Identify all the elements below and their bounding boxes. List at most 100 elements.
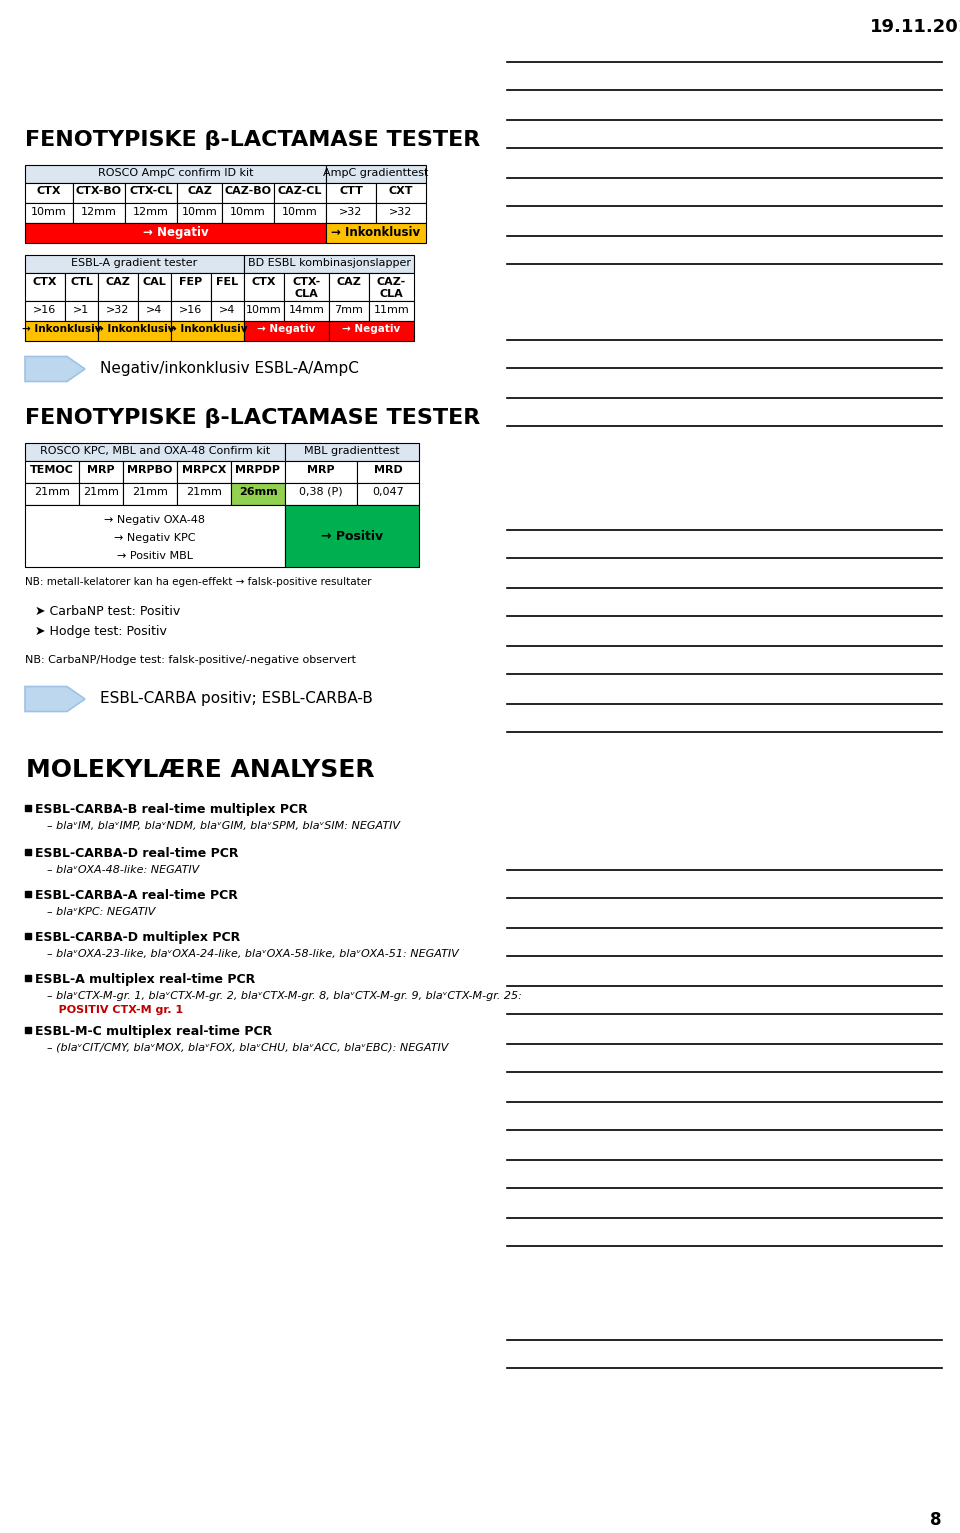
Text: NB: metall-kelatorer kan ha egen-effekt → falsk-positive resultater: NB: metall-kelatorer kan ha egen-effekt … bbox=[25, 576, 372, 587]
Bar bbox=[244, 300, 284, 320]
Text: ESBL-CARBA-A real-time PCR: ESBL-CARBA-A real-time PCR bbox=[35, 889, 238, 901]
Text: 7mm: 7mm bbox=[335, 305, 364, 314]
Text: ESBL-A multiplex real-time PCR: ESBL-A multiplex real-time PCR bbox=[35, 973, 255, 986]
Text: >1: >1 bbox=[73, 305, 89, 314]
Bar bbox=[285, 504, 419, 567]
Bar bbox=[222, 182, 274, 202]
Text: MRP: MRP bbox=[307, 464, 335, 475]
Text: → Negativ: → Negativ bbox=[143, 225, 208, 239]
Text: CTT: CTT bbox=[339, 185, 363, 196]
Bar bbox=[326, 222, 426, 244]
Text: 0,047: 0,047 bbox=[372, 487, 404, 497]
Bar bbox=[329, 320, 414, 340]
Text: ESBL-M-C multiplex real-time PCR: ESBL-M-C multiplex real-time PCR bbox=[35, 1026, 273, 1038]
Text: → Negativ: → Negativ bbox=[343, 323, 400, 334]
Text: – blaᵛOXA-48-like: NEGATIV: – blaᵛOXA-48-like: NEGATIV bbox=[47, 865, 200, 875]
Bar bbox=[177, 182, 222, 202]
Bar bbox=[65, 273, 98, 300]
Text: 19.11.2014: 19.11.2014 bbox=[870, 18, 960, 35]
Bar bbox=[284, 300, 329, 320]
Bar bbox=[171, 300, 211, 320]
Bar bbox=[222, 202, 274, 222]
Text: MRPDP: MRPDP bbox=[235, 464, 280, 475]
Text: CTX: CTX bbox=[33, 277, 58, 287]
Text: FENOTYPISKE β-LACTAMASE TESTER: FENOTYPISKE β-LACTAMASE TESTER bbox=[25, 130, 480, 150]
Text: – blaᵛCTX-M-gr. 1, blaᵛCTX-M-gr. 2, blaᵛCTX-M-gr. 8, blaᵛCTX-M-gr. 9, blaᵛCTX-M-: – blaᵛCTX-M-gr. 1, blaᵛCTX-M-gr. 2, blaᵛ… bbox=[47, 990, 525, 1001]
Text: CTX-BO: CTX-BO bbox=[76, 185, 122, 196]
Bar bbox=[25, 182, 73, 202]
Text: >16: >16 bbox=[180, 305, 203, 314]
Text: 21mm: 21mm bbox=[186, 487, 222, 497]
Text: ESBL-CARBA positiv; ESBL-CARBA-B: ESBL-CARBA positiv; ESBL-CARBA-B bbox=[100, 690, 372, 705]
Text: – (blaᵛCIT/CMY, blaᵛMOX, blaᵛFOX, blaᵛCHU, blaᵛACC, blaᵛEBC): NEGATIV: – (blaᵛCIT/CMY, blaᵛMOX, blaᵛFOX, blaᵛCH… bbox=[47, 1042, 448, 1053]
Text: POSITIV CTX-M gr. 1: POSITIV CTX-M gr. 1 bbox=[47, 1006, 183, 1015]
Bar bbox=[326, 166, 426, 182]
Bar bbox=[231, 461, 285, 483]
Bar bbox=[285, 483, 357, 504]
Bar bbox=[73, 202, 125, 222]
Text: ➤ Hodge test: Positiv: ➤ Hodge test: Positiv bbox=[35, 625, 167, 638]
Text: ESBL-CARBA-B real-time multiplex PCR: ESBL-CARBA-B real-time multiplex PCR bbox=[35, 803, 308, 816]
Text: → Inkonklusiv: → Inkonklusiv bbox=[331, 225, 420, 239]
Bar bbox=[25, 254, 244, 273]
Bar bbox=[138, 300, 171, 320]
Text: 10mm: 10mm bbox=[230, 207, 266, 218]
Text: 21mm: 21mm bbox=[132, 487, 168, 497]
Text: – blaᵛOXA-23-like, blaᵛOXA-24-like, blaᵛOXA-58-like, blaᵛOXA-51: NEGATIV: – blaᵛOXA-23-like, blaᵛOXA-24-like, blaᵛ… bbox=[47, 949, 459, 960]
Text: ➤ CarbaNP test: Positiv: ➤ CarbaNP test: Positiv bbox=[35, 606, 180, 618]
Bar bbox=[123, 483, 177, 504]
Bar bbox=[244, 254, 414, 273]
Text: >16: >16 bbox=[34, 305, 57, 314]
Bar bbox=[25, 222, 326, 244]
Text: NB: CarbaNP/Hodge test: falsk-positive/-negative observert: NB: CarbaNP/Hodge test: falsk-positive/-… bbox=[25, 655, 356, 665]
Bar bbox=[285, 443, 419, 461]
Text: ESBL-CARBA-D multiplex PCR: ESBL-CARBA-D multiplex PCR bbox=[35, 931, 240, 944]
Text: → Negativ: → Negativ bbox=[257, 323, 316, 334]
FancyArrow shape bbox=[25, 357, 85, 382]
Text: FEP: FEP bbox=[180, 277, 203, 287]
Text: FENOTYPISKE β-LACTAMASE TESTER: FENOTYPISKE β-LACTAMASE TESTER bbox=[25, 408, 480, 428]
Bar bbox=[326, 182, 376, 202]
Bar bbox=[171, 320, 244, 340]
Bar bbox=[244, 320, 329, 340]
Text: → Inkonklusiv: → Inkonklusiv bbox=[22, 323, 101, 334]
Text: 10mm: 10mm bbox=[181, 207, 217, 218]
Bar bbox=[369, 273, 414, 300]
Bar bbox=[329, 300, 369, 320]
Bar bbox=[177, 202, 222, 222]
Bar bbox=[244, 273, 284, 300]
Text: ESBL-CARBA-D real-time PCR: ESBL-CARBA-D real-time PCR bbox=[35, 848, 238, 860]
Text: MRD: MRD bbox=[373, 464, 402, 475]
Text: CAZ: CAZ bbox=[337, 277, 361, 287]
Bar bbox=[369, 300, 414, 320]
Text: MRPCX: MRPCX bbox=[181, 464, 227, 475]
Bar bbox=[25, 166, 326, 182]
Bar bbox=[357, 461, 419, 483]
Text: MOLEKYLÆRE ANALYSER: MOLEKYLÆRE ANALYSER bbox=[26, 757, 374, 782]
Text: CAZ: CAZ bbox=[187, 185, 212, 196]
Bar bbox=[211, 300, 244, 320]
Text: MRP: MRP bbox=[87, 464, 115, 475]
Text: 10mm: 10mm bbox=[31, 207, 67, 218]
Bar bbox=[98, 273, 138, 300]
Text: CAZ-BO: CAZ-BO bbox=[225, 185, 272, 196]
Text: ROSCO AmpC confirm ID kit: ROSCO AmpC confirm ID kit bbox=[98, 169, 253, 178]
Bar bbox=[25, 483, 79, 504]
Text: → Inkonklusiv: → Inkonklusiv bbox=[95, 323, 175, 334]
Text: >32: >32 bbox=[339, 207, 363, 218]
Text: Negativ/inkonklusiv ESBL-A/AmpC: Negativ/inkonklusiv ESBL-A/AmpC bbox=[100, 360, 359, 376]
Text: CAZ-
CLA: CAZ- CLA bbox=[377, 277, 406, 299]
Text: CTX-CL: CTX-CL bbox=[130, 185, 173, 196]
Text: 10mm: 10mm bbox=[246, 305, 282, 314]
Text: AmpC gradienttest: AmpC gradienttest bbox=[324, 169, 429, 178]
Bar bbox=[274, 202, 326, 222]
FancyArrow shape bbox=[25, 687, 85, 711]
Bar bbox=[326, 202, 376, 222]
Bar bbox=[285, 461, 357, 483]
Bar bbox=[211, 273, 244, 300]
Bar bbox=[357, 483, 419, 504]
Text: 8: 8 bbox=[930, 1512, 942, 1528]
Bar bbox=[231, 483, 285, 504]
Text: → Negativ OXA-48: → Negativ OXA-48 bbox=[105, 515, 205, 524]
Text: CTX-
CLA: CTX- CLA bbox=[293, 277, 321, 299]
